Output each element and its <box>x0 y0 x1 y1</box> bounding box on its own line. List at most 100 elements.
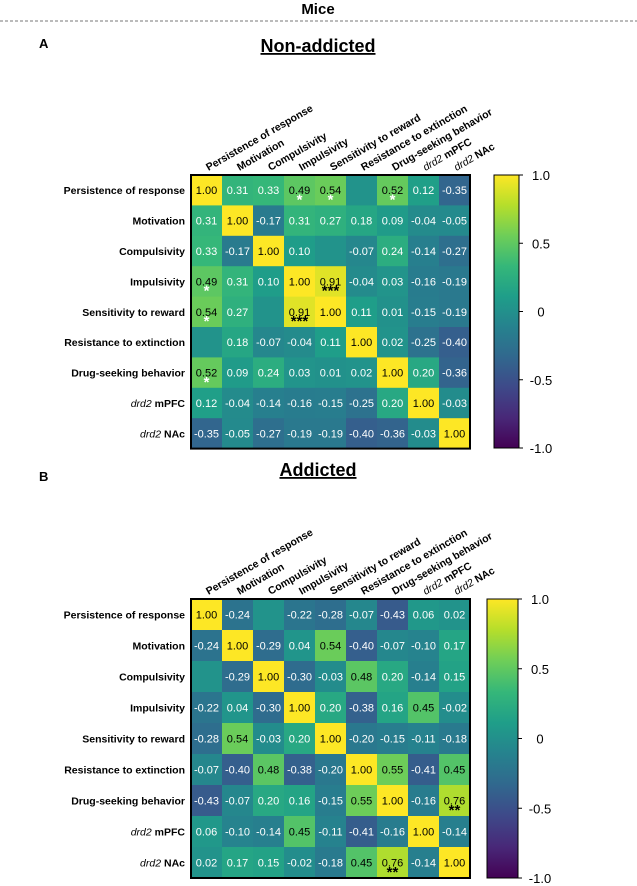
row-label-part: Resistance to extinction <box>64 337 185 349</box>
heatmap-cell <box>439 692 471 724</box>
cell-value-label: -0.15 <box>318 398 343 410</box>
row-label: drd2 mPFC <box>131 827 186 839</box>
heatmap-cell <box>253 785 285 817</box>
heatmap-cell <box>346 630 378 662</box>
cell-value-label: 1.00 <box>382 368 403 380</box>
heatmap-cell <box>377 599 409 631</box>
row-label: Resistance to extinction <box>64 337 185 349</box>
cell-value-label: -0.22 <box>287 610 312 622</box>
cell-value-label: -0.30 <box>287 672 312 684</box>
heatmap-cell <box>284 785 316 817</box>
cell-value-label: 1.00 <box>289 703 310 715</box>
cell-value-label: -0.27 <box>442 246 467 258</box>
cell-value-label: -0.05 <box>225 428 250 440</box>
row-label: Persistence of response <box>64 185 186 197</box>
cell-value-label: 0.06 <box>196 827 217 839</box>
heatmap-cell <box>315 327 347 358</box>
row-label: drd2 mPFC <box>131 398 186 410</box>
heatmap-cell <box>284 723 316 755</box>
heatmap-cell <box>284 599 316 631</box>
heatmap-cell <box>315 235 347 267</box>
cell-value-label: -0.18 <box>442 734 467 746</box>
cell-value-label: -0.29 <box>225 672 250 684</box>
row-label-part: mPFC <box>152 827 186 839</box>
cell-value-label: 0.49 <box>289 185 310 197</box>
colorbar-tick-label: 0 <box>536 732 543 747</box>
cell-value-label: -0.16 <box>287 398 312 410</box>
heatmap-cell <box>346 847 378 879</box>
heatmap-cell <box>408 847 440 879</box>
cell-value-label: 0.45 <box>413 703 434 715</box>
cell-value-label: 0.02 <box>444 610 465 622</box>
heatmap-cell <box>253 847 285 879</box>
cell-value-label: -0.07 <box>256 337 281 349</box>
heatmap-cell <box>222 785 254 817</box>
row-label-part: mPFC <box>152 398 186 410</box>
heatmap-cell <box>222 387 254 419</box>
heatmap-cell <box>315 754 347 786</box>
heatmap-cell <box>439 205 471 237</box>
row-label: Resistance to extinction <box>64 765 185 777</box>
heatmap-cell <box>377 785 409 817</box>
panel-title: Addicted <box>279 460 356 480</box>
cell-value-label: 0.91 <box>289 307 310 319</box>
heatmap-cell <box>253 754 285 786</box>
heatmap-cell <box>408 630 440 662</box>
heatmap-cell <box>439 723 471 755</box>
cell-value-label: -0.24 <box>194 641 219 653</box>
heatmap-cell <box>346 723 378 755</box>
heatmap-cell <box>191 599 223 631</box>
heatmap-cell <box>346 357 378 389</box>
cell-value-label: 0.10 <box>258 276 279 288</box>
heatmap-cell <box>377 235 409 267</box>
row-label: Compulsivity <box>119 672 185 684</box>
cell-value-label: 0.54 <box>227 734 248 746</box>
heatmap-cell <box>191 235 223 267</box>
cell-value-label: -0.14 <box>256 398 281 410</box>
cell-value-label: 0.27 <box>227 307 248 319</box>
heatmap-cell <box>253 266 285 297</box>
heatmap-cell <box>253 235 285 267</box>
cell-value-label: -0.03 <box>256 734 281 746</box>
cell-value-label: -0.19 <box>318 428 343 440</box>
heatmap-cell <box>222 599 254 631</box>
heatmap-cell <box>315 418 347 449</box>
heatmap-cell <box>439 630 471 662</box>
heatmap-cell <box>253 661 285 693</box>
cell-value-label: -0.14 <box>256 827 281 839</box>
cell-value-label: 0.24 <box>258 368 279 380</box>
cell-value-label: -0.04 <box>287 337 312 349</box>
heatmap-cell <box>408 754 440 786</box>
cell-value-label: -0.30 <box>256 703 281 715</box>
heatmap-cell <box>315 816 347 848</box>
cell-value-label: 0.09 <box>382 216 403 228</box>
cell-value-label: -0.14 <box>411 246 436 258</box>
heatmap-cell <box>284 754 316 786</box>
heatmap-cell <box>346 235 378 267</box>
cell-value-label: -0.35 <box>194 428 219 440</box>
cell-value-label: 0.12 <box>196 398 217 410</box>
column-label-part: NAc <box>470 565 497 587</box>
heatmap-cell <box>253 205 285 237</box>
heatmap-cell <box>346 692 378 724</box>
cell-value-label: -0.43 <box>380 610 405 622</box>
heatmap-cell <box>346 205 378 237</box>
heatmap-border <box>190 598 471 879</box>
row-label: drd2 NAc <box>140 428 185 440</box>
row-label: Motivation <box>133 216 186 228</box>
heatmap-cell <box>346 661 378 693</box>
cell-value-label: 0.45 <box>351 858 372 870</box>
cell-value-label: -0.15 <box>380 734 405 746</box>
row-label: Impulsivity <box>130 276 185 288</box>
heatmap-cell <box>315 266 347 297</box>
cell-value-label: 0.20 <box>258 796 279 808</box>
cell-value-label: 0.09 <box>227 368 248 380</box>
heatmap-border <box>190 174 471 450</box>
cell-value-label: -0.22 <box>194 703 219 715</box>
heatmap-cell <box>284 235 316 267</box>
heatmap-cell <box>284 357 316 389</box>
cell-value-label: -0.14 <box>442 827 467 839</box>
cell-value-label: 1.00 <box>227 216 248 228</box>
